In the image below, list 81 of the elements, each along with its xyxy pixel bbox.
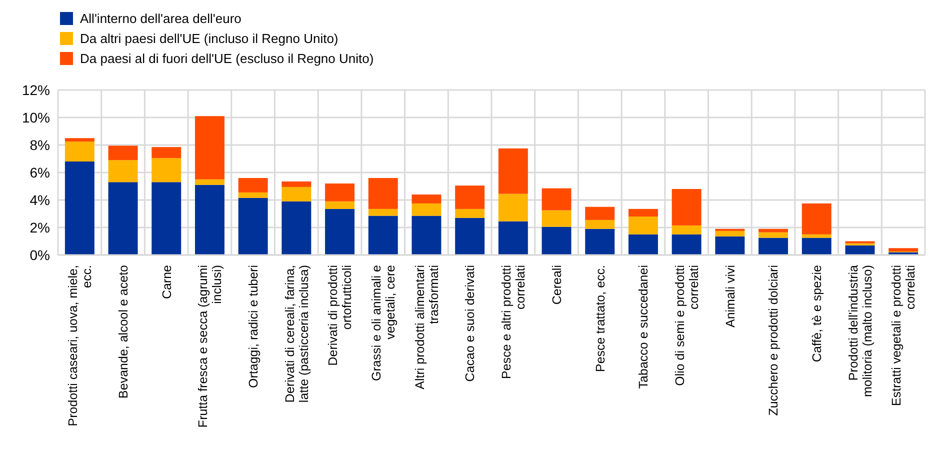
y-tick-label: 2% — [30, 219, 50, 236]
bar — [412, 216, 442, 255]
bar — [238, 192, 268, 198]
bar — [412, 203, 442, 216]
x-tick-label: Caffè, tè e spezie — [810, 264, 824, 362]
x-tick-label: Animali vivi — [723, 265, 738, 328]
bar — [412, 194, 442, 204]
bar — [64, 162, 94, 255]
y-tick-label: 6% — [30, 164, 50, 180]
bar — [585, 206, 615, 220]
bar — [758, 238, 788, 255]
x-tick-label: Tabacco e succedanei — [636, 265, 651, 389]
legend-label: Da altri paesi dell'UE (incluso il Regno Unito) — [80, 31, 338, 46]
bar — [628, 216, 658, 234]
bar — [542, 210, 572, 227]
x-tick-label: Zucchero e prodotti dolciari — [766, 265, 781, 416]
bar — [64, 138, 94, 142]
bar — [282, 181, 312, 187]
y-tick-label: 10% — [22, 109, 50, 126]
bar — [498, 221, 528, 255]
bar — [64, 142, 94, 162]
x-tick-label: Frutta fresca e secca (agrumi inclusi) — [196, 265, 224, 428]
bar — [238, 198, 268, 255]
bar — [888, 248, 918, 252]
bar — [845, 245, 875, 255]
x-tick-label: Pesce e altri prodotti correlati — [500, 265, 528, 379]
bar — [108, 146, 138, 160]
bar — [368, 216, 398, 255]
bar — [455, 208, 485, 218]
legend-label: Da paesi al di fuori dell'UE (escluso il Regno Unito) — [80, 51, 374, 66]
bar — [542, 188, 572, 210]
x-tick-label: Prodotti caseari, uova, miele, ecc. — [66, 265, 94, 426]
bar — [542, 226, 572, 255]
bar — [672, 189, 702, 226]
bar — [325, 201, 355, 209]
bar — [108, 160, 138, 182]
x-tick-label: Carne — [160, 264, 174, 300]
x-tick-label: Cacao e suoi derivati — [463, 265, 478, 382]
x-tick-label: Derivati di cereali, farina, latte (pasticceria inclusa) — [282, 265, 311, 403]
x-tick-label: Cereali — [550, 265, 564, 305]
bar — [152, 158, 182, 182]
bar — [282, 201, 312, 255]
x-tick-label: Bevande, alcool e aceto — [116, 264, 130, 398]
x-tick-label: Prodotti dell'industria molitoria (malto incluso) — [846, 264, 874, 397]
bar — [585, 228, 615, 255]
bar — [802, 203, 832, 234]
bar — [368, 208, 398, 216]
bar — [628, 234, 658, 255]
bar — [455, 218, 485, 255]
bar — [194, 184, 224, 255]
y-tick-label: 4% — [30, 192, 50, 208]
bar — [758, 228, 788, 232]
bar — [585, 220, 615, 229]
bar — [152, 182, 182, 255]
legend-label: All'interno dell'area dell'euro — [80, 11, 242, 26]
bar — [455, 186, 485, 209]
bar — [194, 116, 224, 180]
bar — [282, 186, 312, 202]
bar — [325, 184, 355, 202]
x-tick-label: Ortaggi, radici e tuberi — [246, 265, 260, 388]
bar — [758, 232, 788, 238]
bar — [672, 234, 702, 255]
bar — [672, 225, 702, 234]
x-tick-label: Olio di semi e prodotti correlati — [672, 265, 701, 386]
bar — [108, 182, 138, 255]
y-tick-label: 8% — [30, 136, 50, 153]
bar — [715, 230, 745, 236]
bar — [325, 208, 355, 255]
bar — [238, 178, 268, 192]
bar — [152, 147, 182, 158]
bar — [368, 178, 398, 209]
bar — [194, 179, 224, 185]
bar — [802, 234, 832, 238]
y-tick-label: 0% — [30, 246, 50, 263]
bar — [628, 208, 658, 216]
bar — [715, 236, 745, 255]
x-tick-label: Pesce trattato, ecc. — [593, 265, 608, 372]
bar — [802, 238, 832, 255]
bar — [498, 194, 528, 222]
y-tick-label: 12% — [22, 82, 50, 98]
bar — [498, 148, 528, 194]
